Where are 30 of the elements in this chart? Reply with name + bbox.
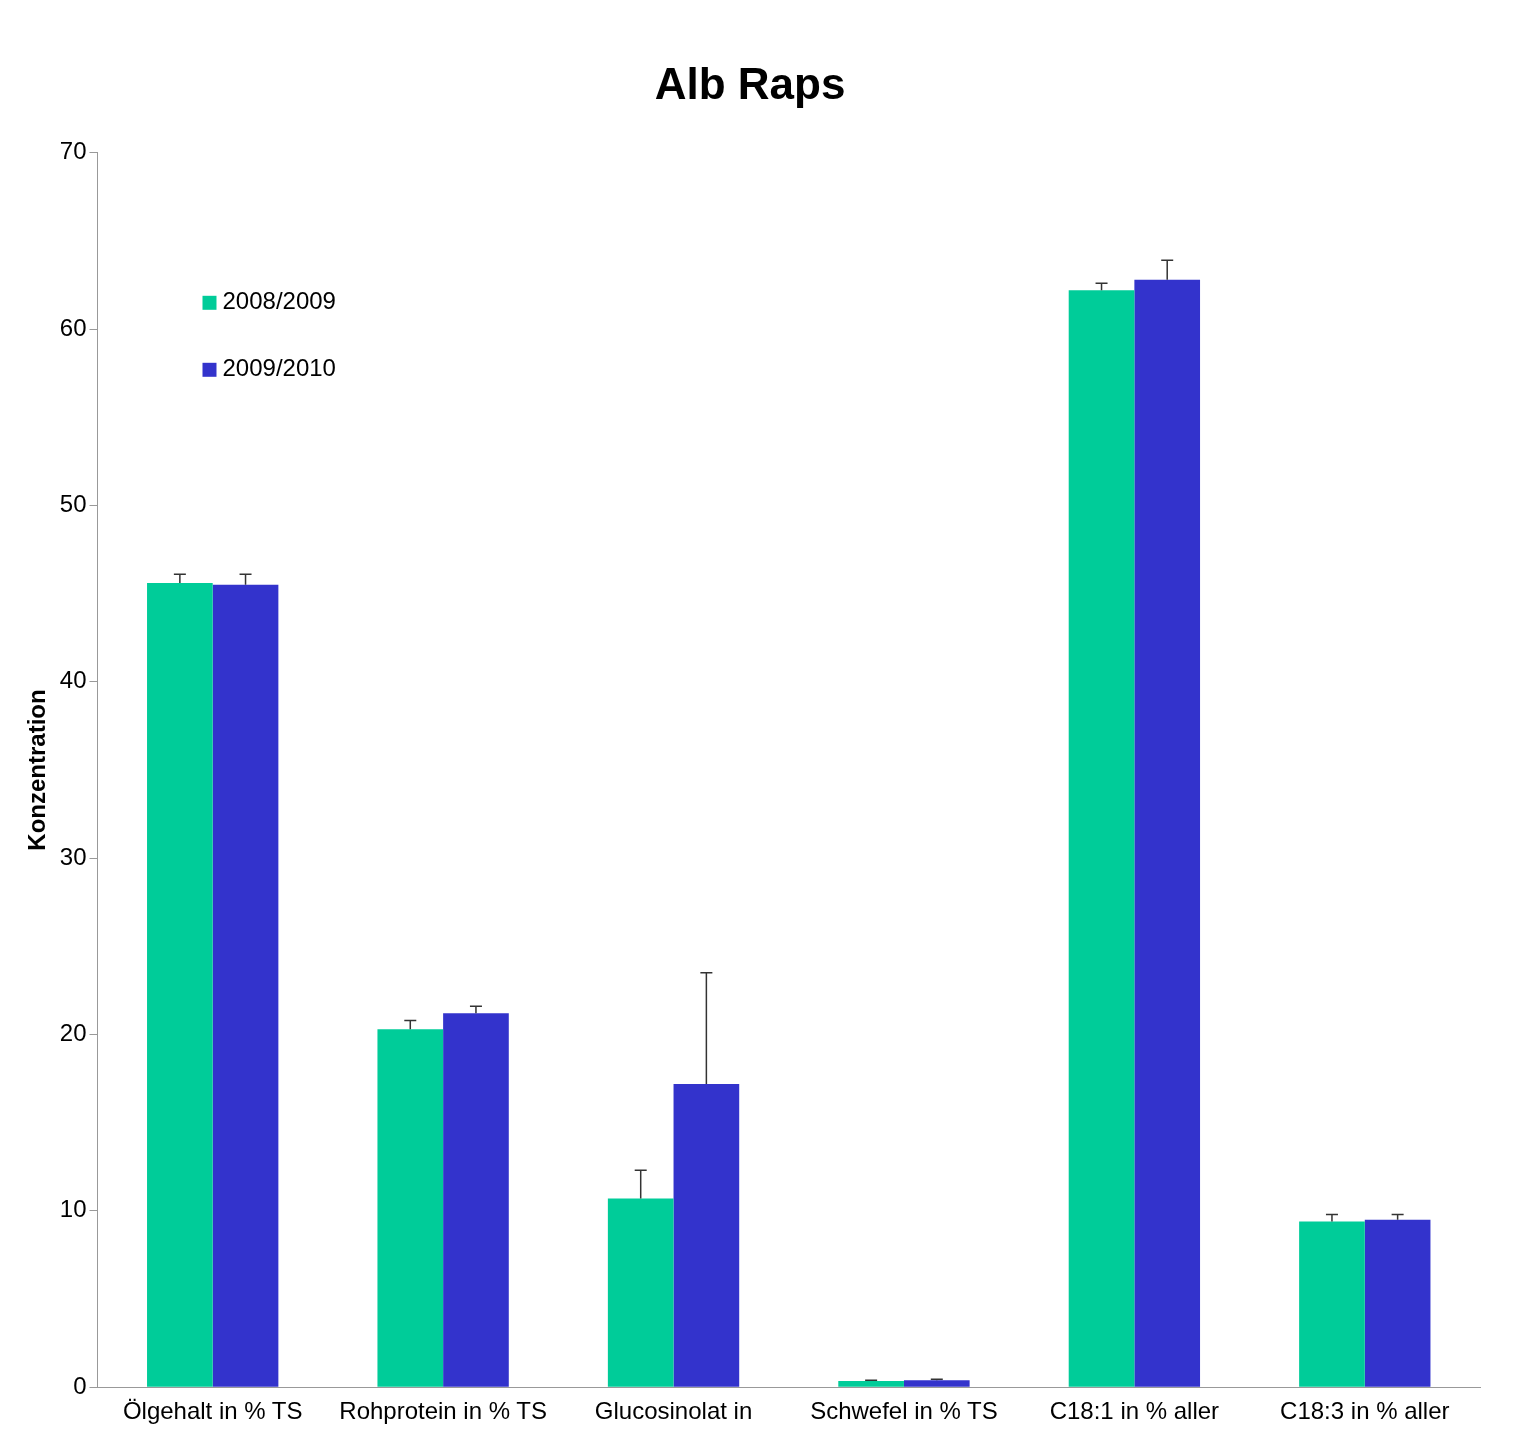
x-tick-label: Schwefel in % TS xyxy=(810,1397,998,1425)
bar xyxy=(1134,279,1201,1387)
bar xyxy=(1068,290,1135,1387)
x-tick-label: Rohprotein in % TS xyxy=(339,1397,547,1425)
y-tick-label: 0 xyxy=(73,1371,87,1399)
y-tick-label: 30 xyxy=(59,842,87,870)
chart-title: Alb Raps xyxy=(654,58,846,108)
bar xyxy=(838,1381,904,1387)
x-tick-label: Ölgehalt in % TS xyxy=(122,1397,303,1425)
legend-label: 2008/2009 xyxy=(222,287,336,315)
legend-label: 2009/2010 xyxy=(222,354,336,382)
y-tick-label: 60 xyxy=(59,313,87,341)
x-tick-label: Glucosinolat in xyxy=(594,1397,753,1425)
bar xyxy=(212,584,279,1387)
bar xyxy=(443,1013,509,1387)
bar xyxy=(147,583,213,1387)
bar xyxy=(607,1198,674,1387)
x-tick-label: C18:1 in % aller xyxy=(1049,1397,1220,1425)
x-tick-label: C18:3 in % aller xyxy=(1280,1397,1450,1425)
y-tick-label: 40 xyxy=(59,666,87,694)
y-tick-label: 10 xyxy=(59,1195,87,1223)
bar xyxy=(673,1083,740,1387)
bar xyxy=(1364,1219,1431,1387)
bar xyxy=(903,1380,970,1387)
y-axis-title: Konzentration xyxy=(23,689,51,851)
y-tick-label: 70 xyxy=(59,137,87,165)
y-tick-label: 20 xyxy=(59,1019,87,1047)
bar xyxy=(377,1029,444,1387)
bar xyxy=(1299,1221,1365,1387)
y-tick-label: 50 xyxy=(59,490,87,518)
